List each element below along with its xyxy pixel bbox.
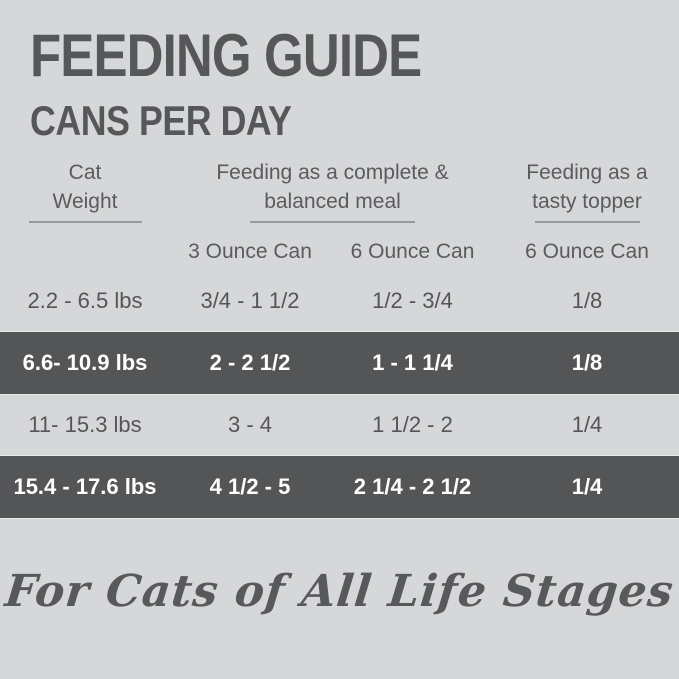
header-cat-weight-line2: Weight [52, 190, 118, 213]
subheader-6oz-can: 6 Ounce Can [350, 240, 475, 263]
cell-weight: 15.4 - 17.6 lbs [13, 474, 157, 499]
cell-topper: 1/8 [571, 350, 603, 375]
subheader-empty [0, 239, 170, 265]
page-title: FEEDING GUIDE [30, 22, 422, 89]
table-row-highlighted: 15.4 - 17.6 lbs 4 1/2 - 5 2 1/4 - 2 1/2 … [0, 456, 679, 518]
table-row-highlighted: 6.6- 10.9 lbs 2 - 2 1/2 1 - 1 1/4 1/8 [0, 332, 679, 394]
header-complete-meal: Feeding as a complete & balanced meal [170, 158, 495, 223]
header-underline-meal [250, 221, 415, 223]
cell-topper: 1/4 [571, 474, 603, 499]
cell-3oz: 2 - 2 1/2 [209, 350, 291, 375]
subheader-3oz-can: 3 Ounce Can [188, 240, 312, 263]
header-underline-topper [534, 221, 640, 223]
table-header-row: Cat Weight Feeding as a complete & balan… [0, 158, 679, 223]
cell-3oz: 3 - 4 [227, 412, 273, 437]
cell-6oz: 1 - 1 1/4 [372, 350, 453, 375]
cell-6oz: 1 1/2 - 2 [372, 412, 453, 437]
cell-weight: 2.2 - 6.5 lbs [27, 288, 143, 313]
cell-topper: 1/4 [571, 412, 603, 437]
header-tasty-topper: Feeding as a tasty topper [495, 158, 679, 223]
header-complete-meal-line2: balanced meal [264, 190, 401, 213]
life-stages-tagline: For Cats of All Life Stages [2, 566, 677, 617]
cell-weight: 11- 15.3 lbs [28, 412, 142, 437]
title-block: FEEDING GUIDE CANS PER DAY [30, 26, 490, 142]
header-tasty-topper-line2: tasty topper [532, 190, 642, 213]
table-row: 2.2 - 6.5 lbs 3/4 - 1 1/2 1/2 - 3/4 1/8 [0, 270, 679, 332]
cell-topper: 1/8 [571, 288, 603, 313]
cell-6oz: 2 1/4 - 2 1/2 [353, 474, 472, 499]
feeding-table: Cat Weight Feeding as a complete & balan… [0, 158, 679, 518]
table-subheader-row: 3 Ounce Can 6 Ounce Can 6 Ounce Can [0, 239, 679, 265]
cell-3oz: 3/4 - 1 1/2 [200, 288, 300, 313]
header-cat-weight-line1: Cat [68, 161, 102, 184]
table-body: 2.2 - 6.5 lbs 3/4 - 1 1/2 1/2 - 3/4 1/8 … [0, 270, 679, 518]
cell-3oz: 4 1/2 - 5 [209, 474, 291, 499]
header-tasty-topper-line1: Feeding as a [526, 161, 648, 184]
header-complete-meal-line1: Feeding as a complete & [216, 161, 449, 184]
cell-weight: 6.6- 10.9 lbs [22, 350, 148, 375]
header-cat-weight: Cat Weight [0, 158, 170, 223]
cell-6oz: 1/2 - 3/4 [372, 288, 453, 313]
page-subtitle: CANS PER DAY [30, 97, 292, 144]
subheader-6oz-topper: 6 Ounce Can [525, 240, 649, 263]
table-row: 11- 15.3 lbs 3 - 4 1 1/2 - 2 1/4 [0, 394, 679, 456]
header-underline-weight [28, 221, 142, 223]
